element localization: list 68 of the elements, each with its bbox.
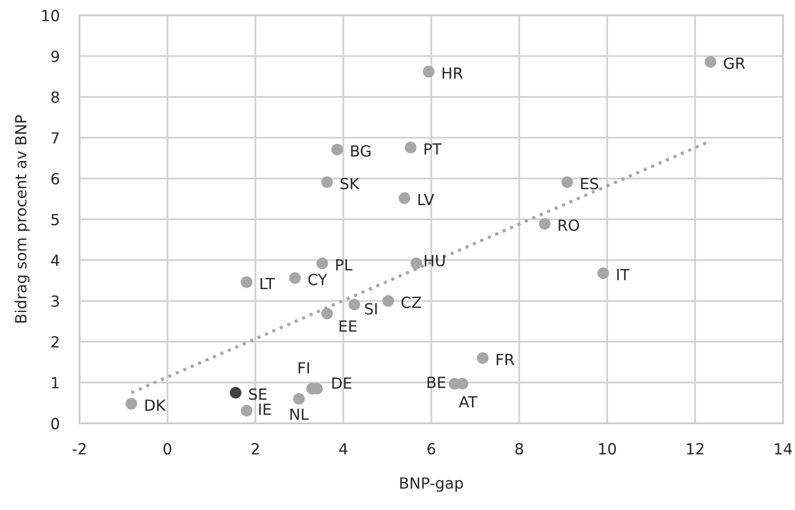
y-tick-label: 0	[51, 418, 60, 430]
point	[597, 267, 610, 279]
point	[382, 295, 394, 307]
annotation: DK	[145, 400, 166, 411]
x-tick-label: 8	[515, 443, 524, 455]
point	[404, 142, 416, 154]
point	[348, 298, 360, 310]
x-tick-label: 12	[687, 443, 704, 454]
annotation: NL	[290, 408, 309, 420]
y-axis-title: Bidrag som procent av BNP	[14, 115, 30, 322]
x-axis-title: BNP-gap	[400, 477, 463, 492]
point	[704, 56, 716, 68]
x-tick-label: 6	[427, 443, 436, 455]
point	[126, 398, 138, 410]
annotation: EE	[340, 320, 357, 332]
annotation: LT	[260, 278, 275, 290]
point	[293, 393, 305, 405]
point	[321, 176, 333, 188]
point	[538, 218, 551, 230]
point	[316, 258, 328, 270]
annotation: IE	[259, 404, 271, 415]
annotation: HU	[424, 255, 445, 266]
point	[230, 386, 242, 399]
y-tick-label: 10	[42, 10, 60, 22]
y-tick-label: 4	[51, 254, 60, 266]
annotation: SK	[340, 178, 360, 190]
y-tick-label: 7	[52, 132, 59, 144]
annotation: IT	[617, 269, 630, 280]
x-tick-label: 4	[339, 443, 348, 454]
y-tick-label: 3	[52, 295, 59, 307]
annotation: DE	[332, 378, 352, 389]
y-tick-label: 2	[51, 336, 59, 348]
annotation: BE	[428, 376, 446, 388]
y-tick-label: 5	[52, 214, 59, 226]
point	[422, 66, 434, 78]
x-tick-label: 14	[775, 443, 792, 454]
point	[331, 144, 343, 156]
y-tick-label: 1	[52, 377, 59, 388]
y-tick-label: 9	[51, 50, 59, 62]
annotation: PL	[336, 259, 352, 270]
annotation: GR	[724, 57, 746, 70]
point	[561, 176, 573, 188]
annotation: AT	[458, 396, 478, 408]
annotation: RO	[558, 219, 580, 231]
x-tick-label: 0	[164, 443, 172, 455]
annotation: FI	[298, 362, 309, 374]
point	[321, 308, 333, 320]
point	[398, 192, 410, 204]
point	[240, 404, 252, 416]
annotation: PT	[424, 143, 442, 154]
annotation: CZ	[402, 296, 422, 308]
annotation: SE	[249, 388, 266, 400]
annotation: FR	[496, 354, 514, 366]
annotation: BG	[351, 145, 370, 157]
y-tick-label: 6	[51, 172, 60, 185]
annotation: HR	[442, 67, 463, 79]
point	[476, 352, 489, 364]
annotation: LV	[418, 194, 434, 206]
point	[289, 272, 301, 284]
point	[240, 276, 252, 288]
x-tick-label: 2	[252, 443, 259, 454]
y-tick-label: 8	[51, 91, 60, 103]
annotation: CY	[308, 274, 328, 286]
x-tick-label: -2	[72, 443, 86, 454]
annotation: SI	[365, 303, 377, 315]
annotation: ES	[581, 178, 598, 190]
x-tick-label: 10	[599, 443, 616, 455]
point	[410, 258, 422, 270]
